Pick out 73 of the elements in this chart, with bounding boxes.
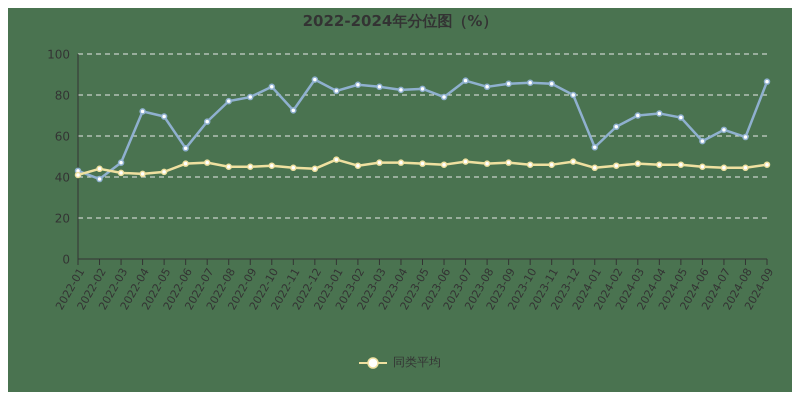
- point: [592, 144, 598, 151]
- point: [96, 176, 103, 182]
- point: [764, 78, 770, 85]
- point: [678, 114, 684, 121]
- point: [742, 134, 749, 140]
- point: [376, 84, 383, 90]
- point: [204, 118, 210, 125]
- point: [204, 159, 210, 166]
- point: [570, 158, 576, 165]
- point: [268, 84, 276, 90]
- point: [312, 166, 318, 172]
- point: [764, 161, 770, 168]
- point: [526, 161, 534, 168]
- point: [312, 76, 318, 83]
- point: [398, 86, 404, 94]
- point: [419, 86, 426, 92]
- point: [440, 161, 448, 168]
- point: [354, 162, 362, 169]
- point: [678, 161, 684, 168]
- point: [742, 164, 749, 172]
- point: [354, 82, 362, 88]
- point: [634, 112, 642, 119]
- point: [333, 88, 340, 94]
- point: [505, 159, 512, 166]
- point: [160, 168, 168, 176]
- point: [484, 160, 490, 167]
- point: [592, 164, 598, 172]
- y-tick-label: 100: [47, 47, 70, 62]
- point: [290, 164, 297, 172]
- point: [225, 98, 232, 104]
- point: [74, 172, 82, 178]
- point: [548, 80, 555, 87]
- chart-title: 2022-2024年分位图（%）: [302, 11, 498, 32]
- point: [526, 79, 534, 86]
- point: [720, 164, 728, 172]
- point: [462, 158, 469, 165]
- point: [484, 84, 490, 90]
- point: [613, 162, 620, 169]
- point: [118, 159, 124, 166]
- point: [720, 126, 728, 134]
- point: [634, 160, 642, 167]
- y-tick-label: 20: [54, 211, 70, 226]
- point: [440, 94, 448, 100]
- point: [182, 145, 189, 152]
- point: [376, 159, 383, 166]
- point: [182, 160, 189, 167]
- point: [613, 124, 620, 130]
- point: [505, 80, 512, 87]
- point: [333, 156, 340, 163]
- point: [419, 160, 426, 167]
- y-tick-label: 60: [54, 129, 70, 144]
- point: [118, 170, 124, 176]
- point: [570, 92, 576, 98]
- y-tick-label: 40: [54, 170, 70, 184]
- point: [225, 164, 232, 170]
- point: [247, 164, 254, 170]
- y-tick-label: 80: [54, 88, 70, 102]
- point: [656, 161, 663, 168]
- point: [247, 94, 254, 100]
- point: [139, 170, 146, 178]
- point: [656, 110, 663, 117]
- point: [548, 161, 555, 168]
- point: [699, 138, 706, 144]
- point: [139, 108, 146, 115]
- point: [160, 113, 168, 120]
- point: [290, 107, 297, 114]
- point: [462, 77, 469, 84]
- point: [699, 164, 706, 170]
- y-tick-label: 0: [62, 252, 70, 266]
- point: [268, 162, 276, 169]
- legend-label: 同类平均: [393, 354, 441, 371]
- point: [96, 166, 103, 172]
- point: [398, 159, 404, 166]
